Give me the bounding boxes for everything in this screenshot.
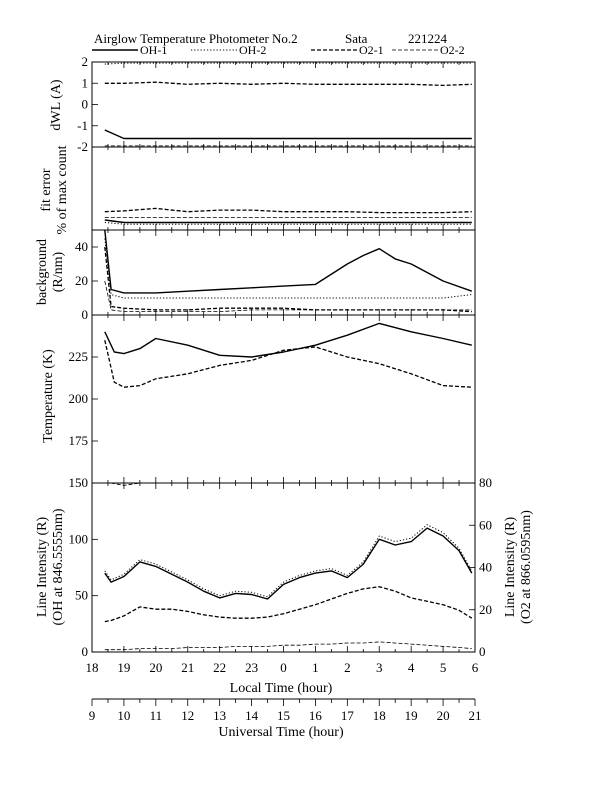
y-tick-label: 175 [69, 433, 89, 448]
legend-label-oh-2: OH-2 [239, 43, 266, 57]
ut-tick-label: 16 [309, 708, 323, 723]
station-name: Sata [345, 31, 368, 46]
series-o2-1 [104, 246, 472, 313]
universal-time-label: Universal Time (hour) [218, 725, 344, 740]
local-tick-label: 20 [149, 660, 162, 675]
ut-tick-label: 10 [117, 708, 130, 723]
panel-fit-error: fit error% of max count [39, 145, 476, 235]
y-tick-label: 0 [82, 644, 89, 659]
ut-tick-label: 21 [469, 708, 482, 723]
y-tick-label: 150 [69, 475, 89, 490]
local-tick-label: 23 [245, 660, 258, 675]
panel-frame [91, 61, 476, 148]
local-tick-label: 3 [376, 660, 383, 675]
local-tick-label: 21 [181, 660, 194, 675]
local-tick-label: 18 [86, 660, 99, 675]
ut-tick-label: 19 [405, 708, 418, 723]
y-right-axis-subtitle: (O2 at 866.0595nm) [519, 510, 534, 624]
series-o2-1 [104, 207, 472, 214]
ut-tick-label: 11 [150, 708, 163, 723]
series-oh-1 [104, 322, 472, 358]
y-axis-title: fit error [39, 168, 54, 211]
local-tick-label: 2 [344, 660, 351, 675]
y-tick-label: 0 [82, 97, 89, 112]
y-right-tick-label: 0 [479, 644, 486, 659]
series-oh-1 [104, 229, 473, 294]
ut-tick-label: 12 [181, 708, 194, 723]
y-axis-title: background [35, 239, 50, 305]
y-right-tick-label: 20 [479, 602, 492, 617]
y-axis-subtitle: (OH at 846.5555nm) [51, 508, 66, 625]
ut-tick-label: 9 [89, 708, 96, 723]
legend-label-oh-1: OH-1 [140, 43, 167, 57]
y-tick-label: 2 [82, 54, 89, 69]
local-tick-label: 6 [472, 660, 479, 675]
local-tick-label: 4 [408, 660, 415, 675]
series-intensity-upper [104, 482, 472, 486]
panel-frame [91, 314, 476, 484]
y-tick-label: 100 [69, 531, 89, 546]
series-o2-2 [104, 641, 472, 651]
ut-tick-label: 14 [245, 708, 259, 723]
y-axis-title: Temperature (K) [41, 349, 56, 443]
series-o2-1 [104, 586, 473, 623]
y-axis-title: Line Intensity (R) [35, 517, 50, 618]
y-right-axis-title: Line Intensity (R) [503, 517, 518, 618]
ut-tick-label: 15 [277, 708, 290, 723]
panel-frame [91, 482, 476, 653]
date-label: 221224 [408, 31, 448, 46]
ut-tick-label: 20 [437, 708, 450, 723]
series-oh-2 [104, 62, 472, 65]
local-tick-label: 1 [312, 660, 319, 675]
panel-frame [91, 229, 476, 316]
y-tick-label: -1 [77, 118, 88, 133]
ut-tick-label: 17 [341, 708, 355, 723]
y-right-tick-label: 60 [479, 517, 492, 532]
y-tick-label: 50 [75, 588, 88, 603]
series-oh-1 [104, 129, 472, 140]
y-axis-subtitle: % of max count [55, 145, 70, 234]
legend-label-o2-1: O2-1 [359, 43, 384, 57]
series-o2-1 [104, 340, 472, 388]
y-axis-title: dWL (A) [49, 79, 64, 131]
universal-time-axis: 9 10 11 12 13 14 15 16 17 18 19 20 21 [89, 698, 482, 723]
local-tick-label: 5 [440, 660, 447, 675]
local-tick-label: 19 [117, 660, 130, 675]
y-tick-label: 40 [75, 239, 88, 254]
series-oh-2 [104, 524, 473, 598]
plot-panels: -2 -1 0 1 2 dWL (A) fit error% of max count 0 20… [35, 54, 534, 659]
panel-background: 0 20 40 background (R/nm) [35, 229, 476, 322]
series-oh-2 [104, 238, 472, 299]
series-oh-1 [104, 527, 473, 600]
local-tick-label: 22 [213, 660, 226, 675]
y-tick-label: -2 [77, 139, 88, 154]
ut-tick-label: 13 [213, 708, 226, 723]
y-tick-label: 20 [75, 273, 88, 288]
series-o2-2 [104, 280, 472, 313]
local-time-axis: 18 19 20 21 22 23 0 1 2 3 4 5 6 [86, 660, 479, 675]
figure-title: Airglow Temperature Photometer No.2 [94, 31, 298, 46]
legend: OH-1 OH-2 O2-1 O2-2 [92, 43, 465, 57]
y-tick-label: 0 [82, 307, 89, 322]
y-tick-label: 225 [69, 349, 89, 364]
y-right-tick-label: 80 [479, 475, 492, 490]
ut-tick-label: 18 [373, 708, 386, 723]
legend-label-o2-2: O2-2 [440, 43, 465, 57]
local-time-label: Local Time (hour) [230, 681, 333, 696]
series-o2-1 [104, 81, 472, 87]
series-oh-1 [104, 219, 472, 224]
y-tick-label: 1 [82, 75, 89, 90]
y-axis-subtitle: (R/nm) [51, 251, 66, 292]
panel-temperature: 175 200 225 Temperature (K) [41, 314, 476, 484]
local-tick-label: 0 [280, 660, 287, 675]
panel-dwl: -2 -1 0 1 2 dWL (A) [49, 54, 476, 154]
y-tick-label: 200 [69, 391, 89, 406]
y-right-tick-label: 40 [479, 560, 492, 575]
